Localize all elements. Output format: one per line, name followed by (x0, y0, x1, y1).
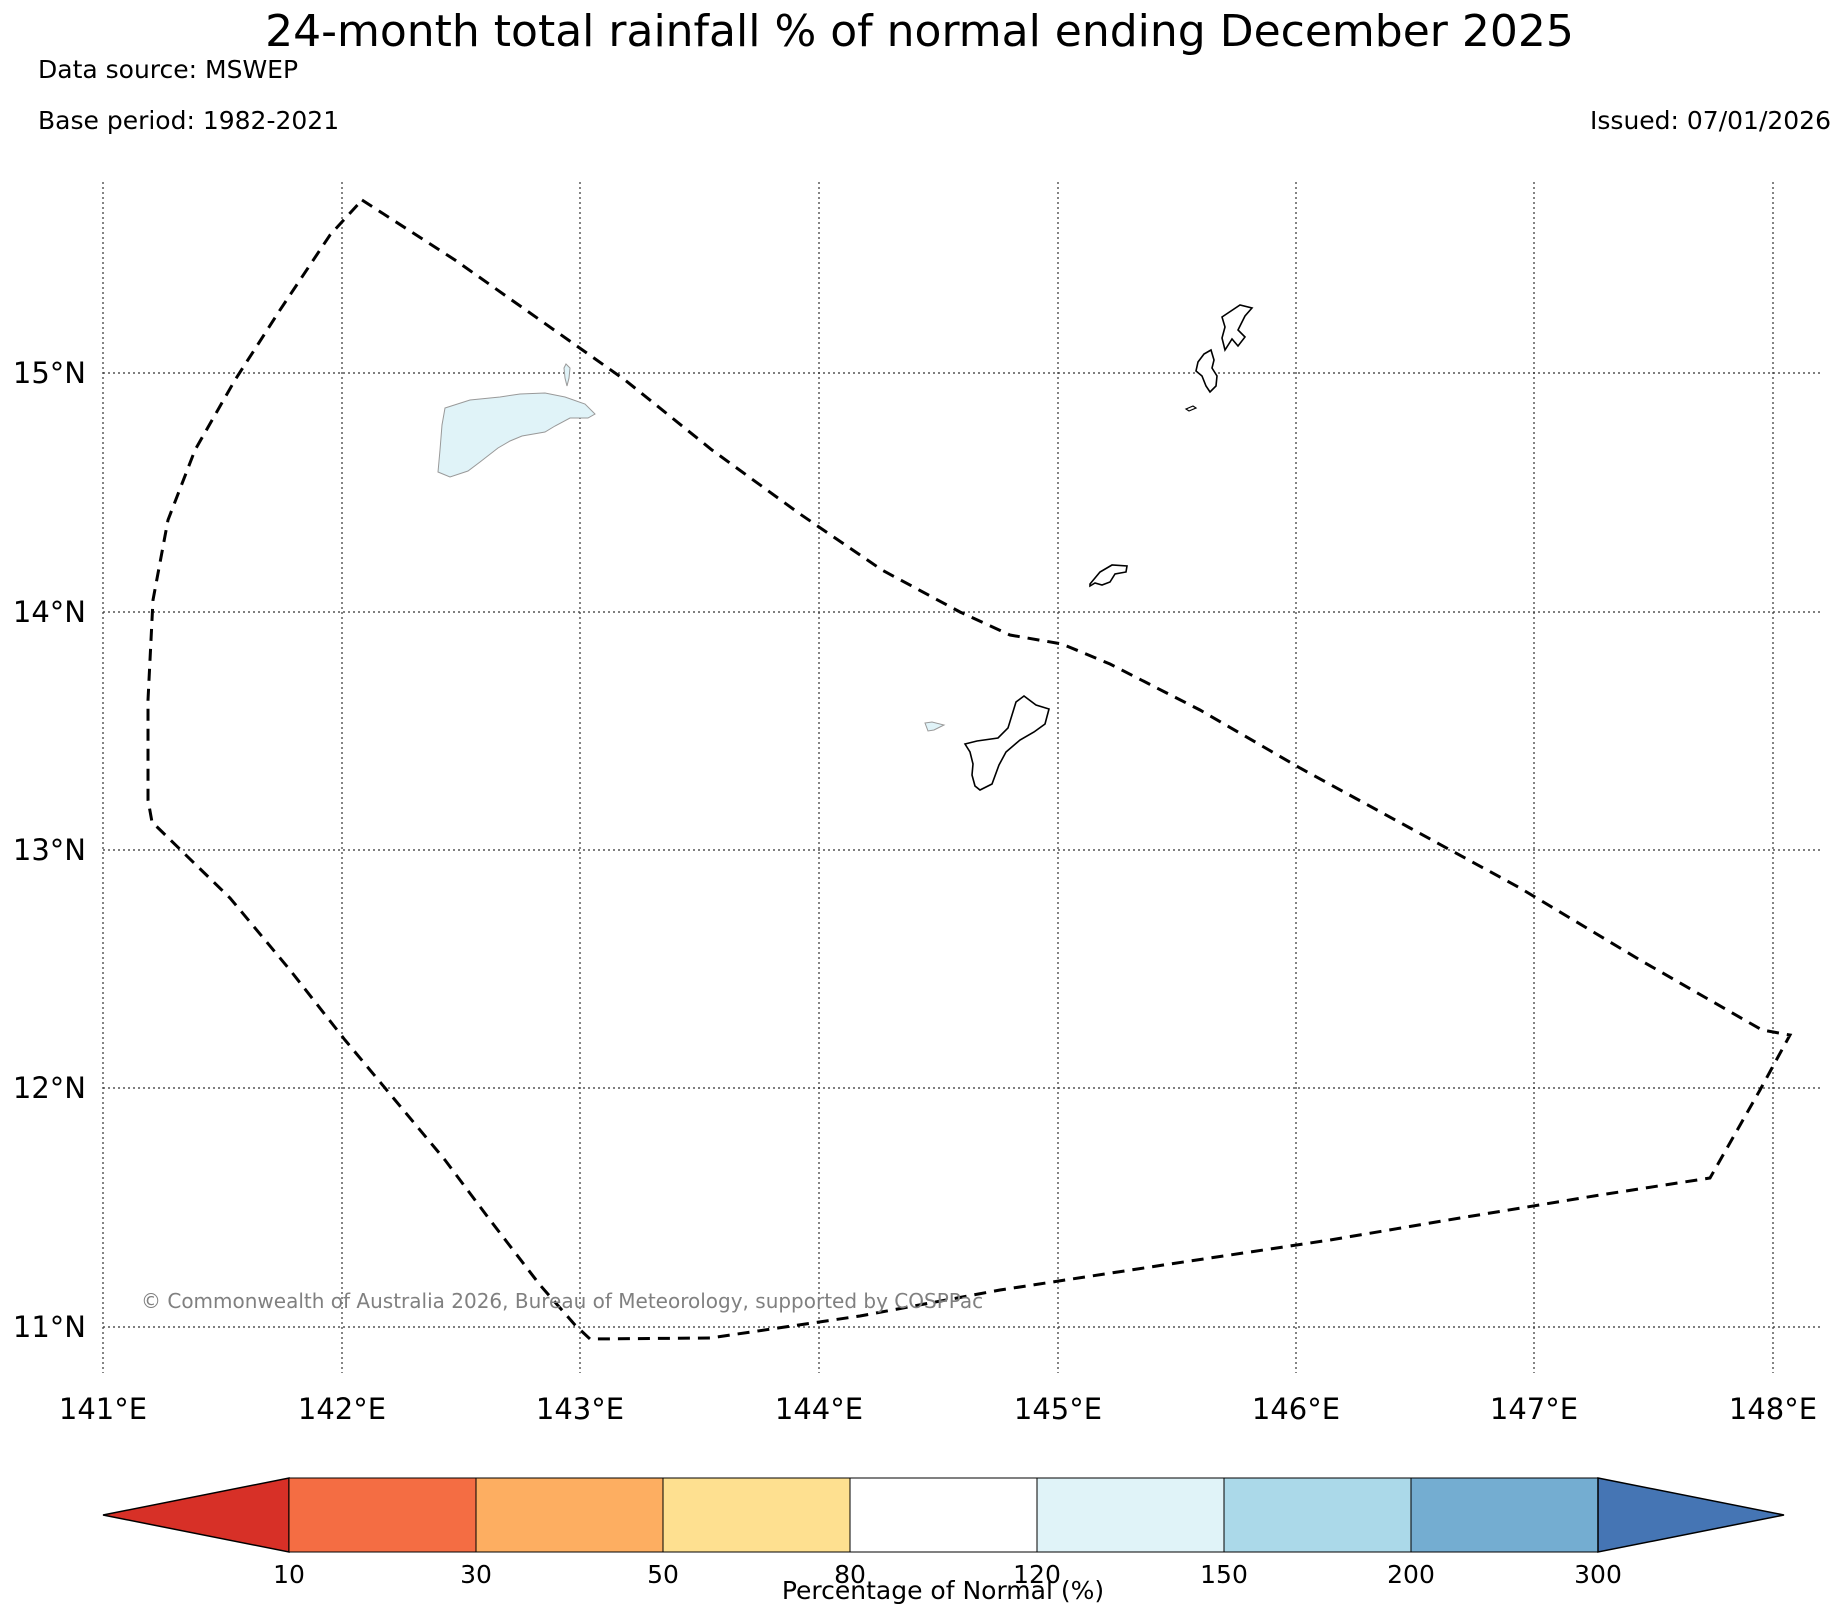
lon-label-144e: 144°E (775, 1392, 863, 1426)
colorbar-tick-300: 300 (1574, 1560, 1622, 1589)
latitude-gridlines (103, 372, 1823, 1328)
colorbar-tick-10: 10 (273, 1560, 305, 1589)
colorbar-tick-200: 200 (1387, 1560, 1435, 1589)
data-source: Data source: MSWEP (38, 55, 299, 84)
colorbar-tick-80: 80 (834, 1560, 866, 1589)
colorbar-bin-10-30 (288, 1477, 477, 1553)
colorbar-tick-30: 30 (460, 1560, 492, 1589)
base-period: Base period: 1982-2021 (38, 106, 340, 135)
lon-label-141e: 141°E (59, 1392, 147, 1426)
colorbar-tick-50: 50 (647, 1560, 679, 1589)
colorbar-extend-high (1597, 1477, 1785, 1553)
lon-label-148e: 148°E (1729, 1392, 1817, 1426)
colorbar-bin-30-50 (475, 1477, 664, 1553)
colorbar-bin-150-200 (1223, 1477, 1412, 1553)
colorbar-bin-80-120 (849, 1477, 1038, 1553)
island-north-2 (1195, 348, 1218, 394)
colorbar-bin-200-300 (1410, 1477, 1599, 1553)
lat-label-15n: 15°N (13, 356, 86, 390)
colorbar-bin-50-80 (662, 1477, 851, 1553)
island-west (437, 392, 596, 478)
lon-label-142e: 142°E (298, 1392, 386, 1426)
lat-label-14n: 14°N (13, 595, 86, 629)
island-guam (963, 695, 1050, 791)
lon-label-145e: 145°E (1014, 1392, 1102, 1426)
lon-label-146e: 146°E (1252, 1392, 1340, 1426)
islet-west (563, 363, 571, 387)
lat-label-13n: 13°N (13, 833, 86, 867)
lon-label-143e: 143°E (536, 1392, 624, 1426)
islet-guam-west (924, 721, 946, 732)
islet-north (1184, 405, 1198, 412)
lon-label-147e: 147°E (1490, 1392, 1578, 1426)
issued-date: Issued: 07/01/2026 (1590, 106, 1831, 135)
colorbar-label: Percentage of Normal (%) (782, 1576, 1104, 1605)
island-north-1 (1221, 304, 1254, 353)
colorbar-tick-150: 150 (1200, 1560, 1248, 1589)
colorbar (102, 1477, 1785, 1553)
colorbar-extend-low (102, 1477, 290, 1553)
eez-boundary (146, 198, 1793, 1341)
colorbar-tick-120: 120 (1013, 1560, 1061, 1589)
lat-label-12n: 12°N (13, 1071, 86, 1105)
colorbar-bin-120-150 (1036, 1477, 1225, 1553)
longitude-gridlines (102, 182, 1774, 1373)
colorbar-ticks: 10 30 50 80 120 150 200 300 (273, 1560, 1622, 1589)
island-middle (1089, 564, 1128, 588)
map-title: 24-month total rainfall % of normal endi… (265, 6, 1574, 57)
longitude-labels: 141°E 142°E 143°E 144°E 145°E 146°E 147°… (59, 1392, 1817, 1426)
latitude-labels: 15°N 14°N 13°N 12°N 11°N (13, 356, 86, 1344)
copyright-notice: © Commonwealth of Australia 2026, Bureau… (141, 1289, 983, 1313)
lat-label-11n: 11°N (13, 1310, 86, 1344)
